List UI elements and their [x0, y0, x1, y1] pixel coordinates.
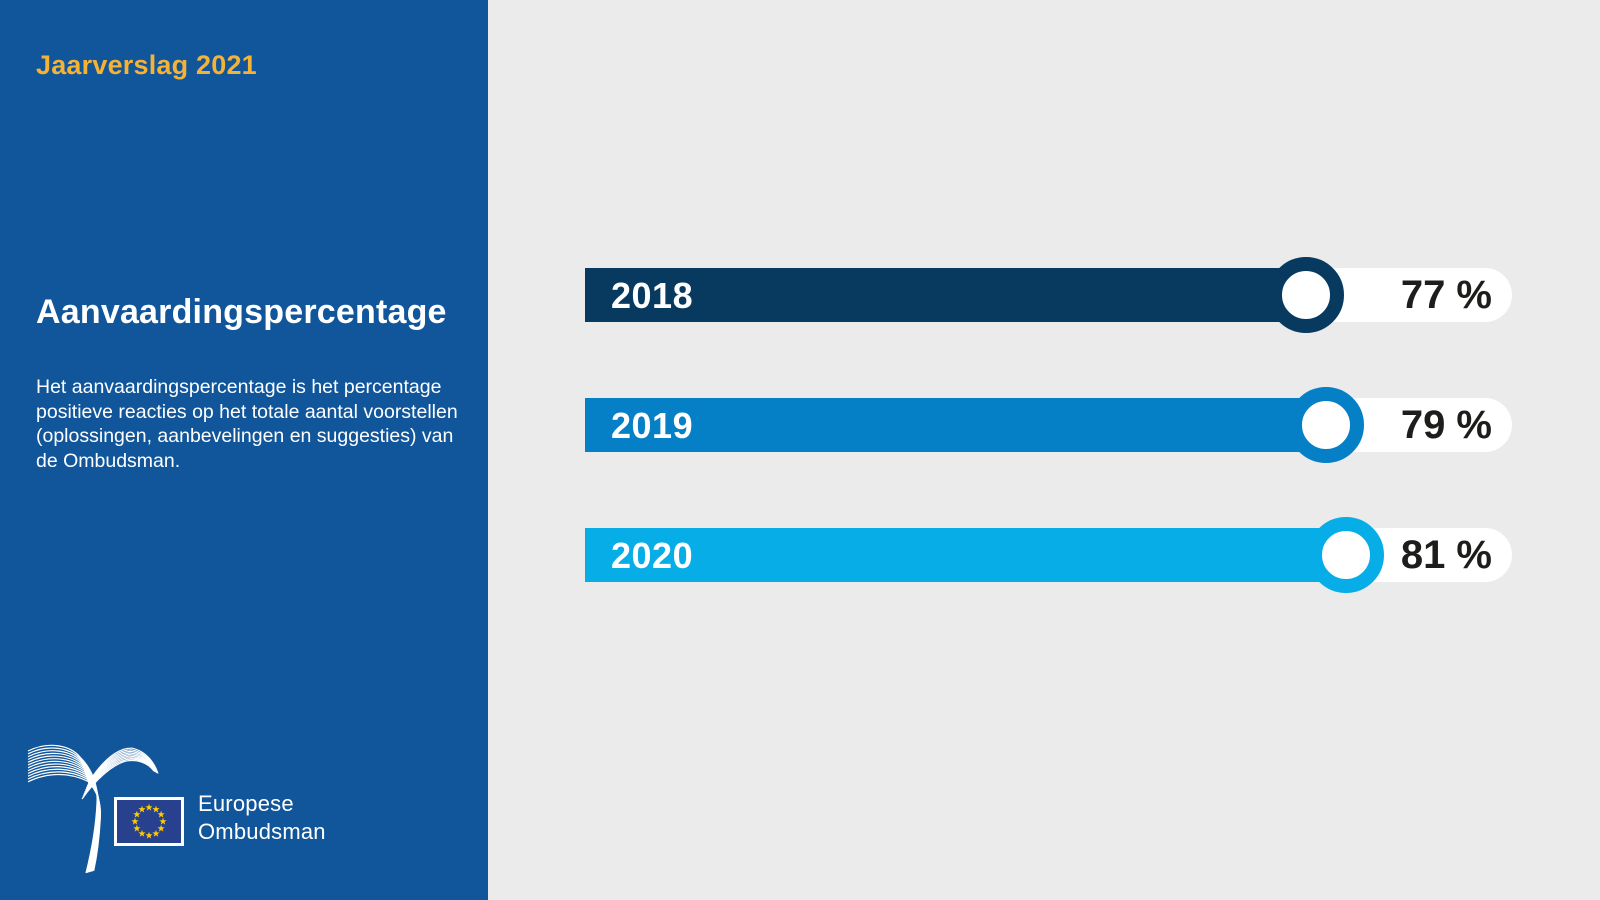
year-label: 2018 [611, 275, 694, 316]
value-label: 81 % [1400, 533, 1492, 577]
bar-end-ring [1268, 257, 1344, 333]
bar-end-ring [1308, 517, 1384, 593]
value-label: 77 % [1400, 273, 1492, 317]
eu-flag-icon [114, 797, 184, 846]
org-name-line1: Europese [198, 791, 294, 816]
org-name: Europese Ombudsman [198, 790, 326, 846]
year-bar: 2019 [585, 398, 1326, 452]
description-text: Het aanvaardingspercentage is het percen… [36, 376, 458, 472]
year-label: 2019 [611, 405, 694, 446]
chart-row: 81 % 2020 [488, 517, 1600, 593]
sidebar: Jaarverslag 2021 Aanvaardingspercentage … [0, 0, 488, 900]
report-title: Jaarverslag 2021 [36, 50, 257, 80]
value-label: 79 % [1400, 403, 1492, 447]
bar-end-ring [1288, 387, 1364, 463]
bird-lines-icon [27, 744, 159, 874]
year-bar: 2018 [585, 268, 1306, 322]
chart-area: 77 % 2018 79 % 2019 81 % 2020 [488, 0, 1600, 900]
org-name-line2: Ombudsman [198, 819, 326, 844]
year-bar: 2020 [585, 528, 1346, 582]
chart-row: 79 % 2019 [488, 387, 1600, 463]
chart-row: 77 % 2018 [488, 257, 1600, 333]
eu-flag-stars [131, 803, 167, 839]
page-title: Aanvaardingspercentage [36, 293, 447, 331]
year-label: 2020 [611, 535, 694, 576]
